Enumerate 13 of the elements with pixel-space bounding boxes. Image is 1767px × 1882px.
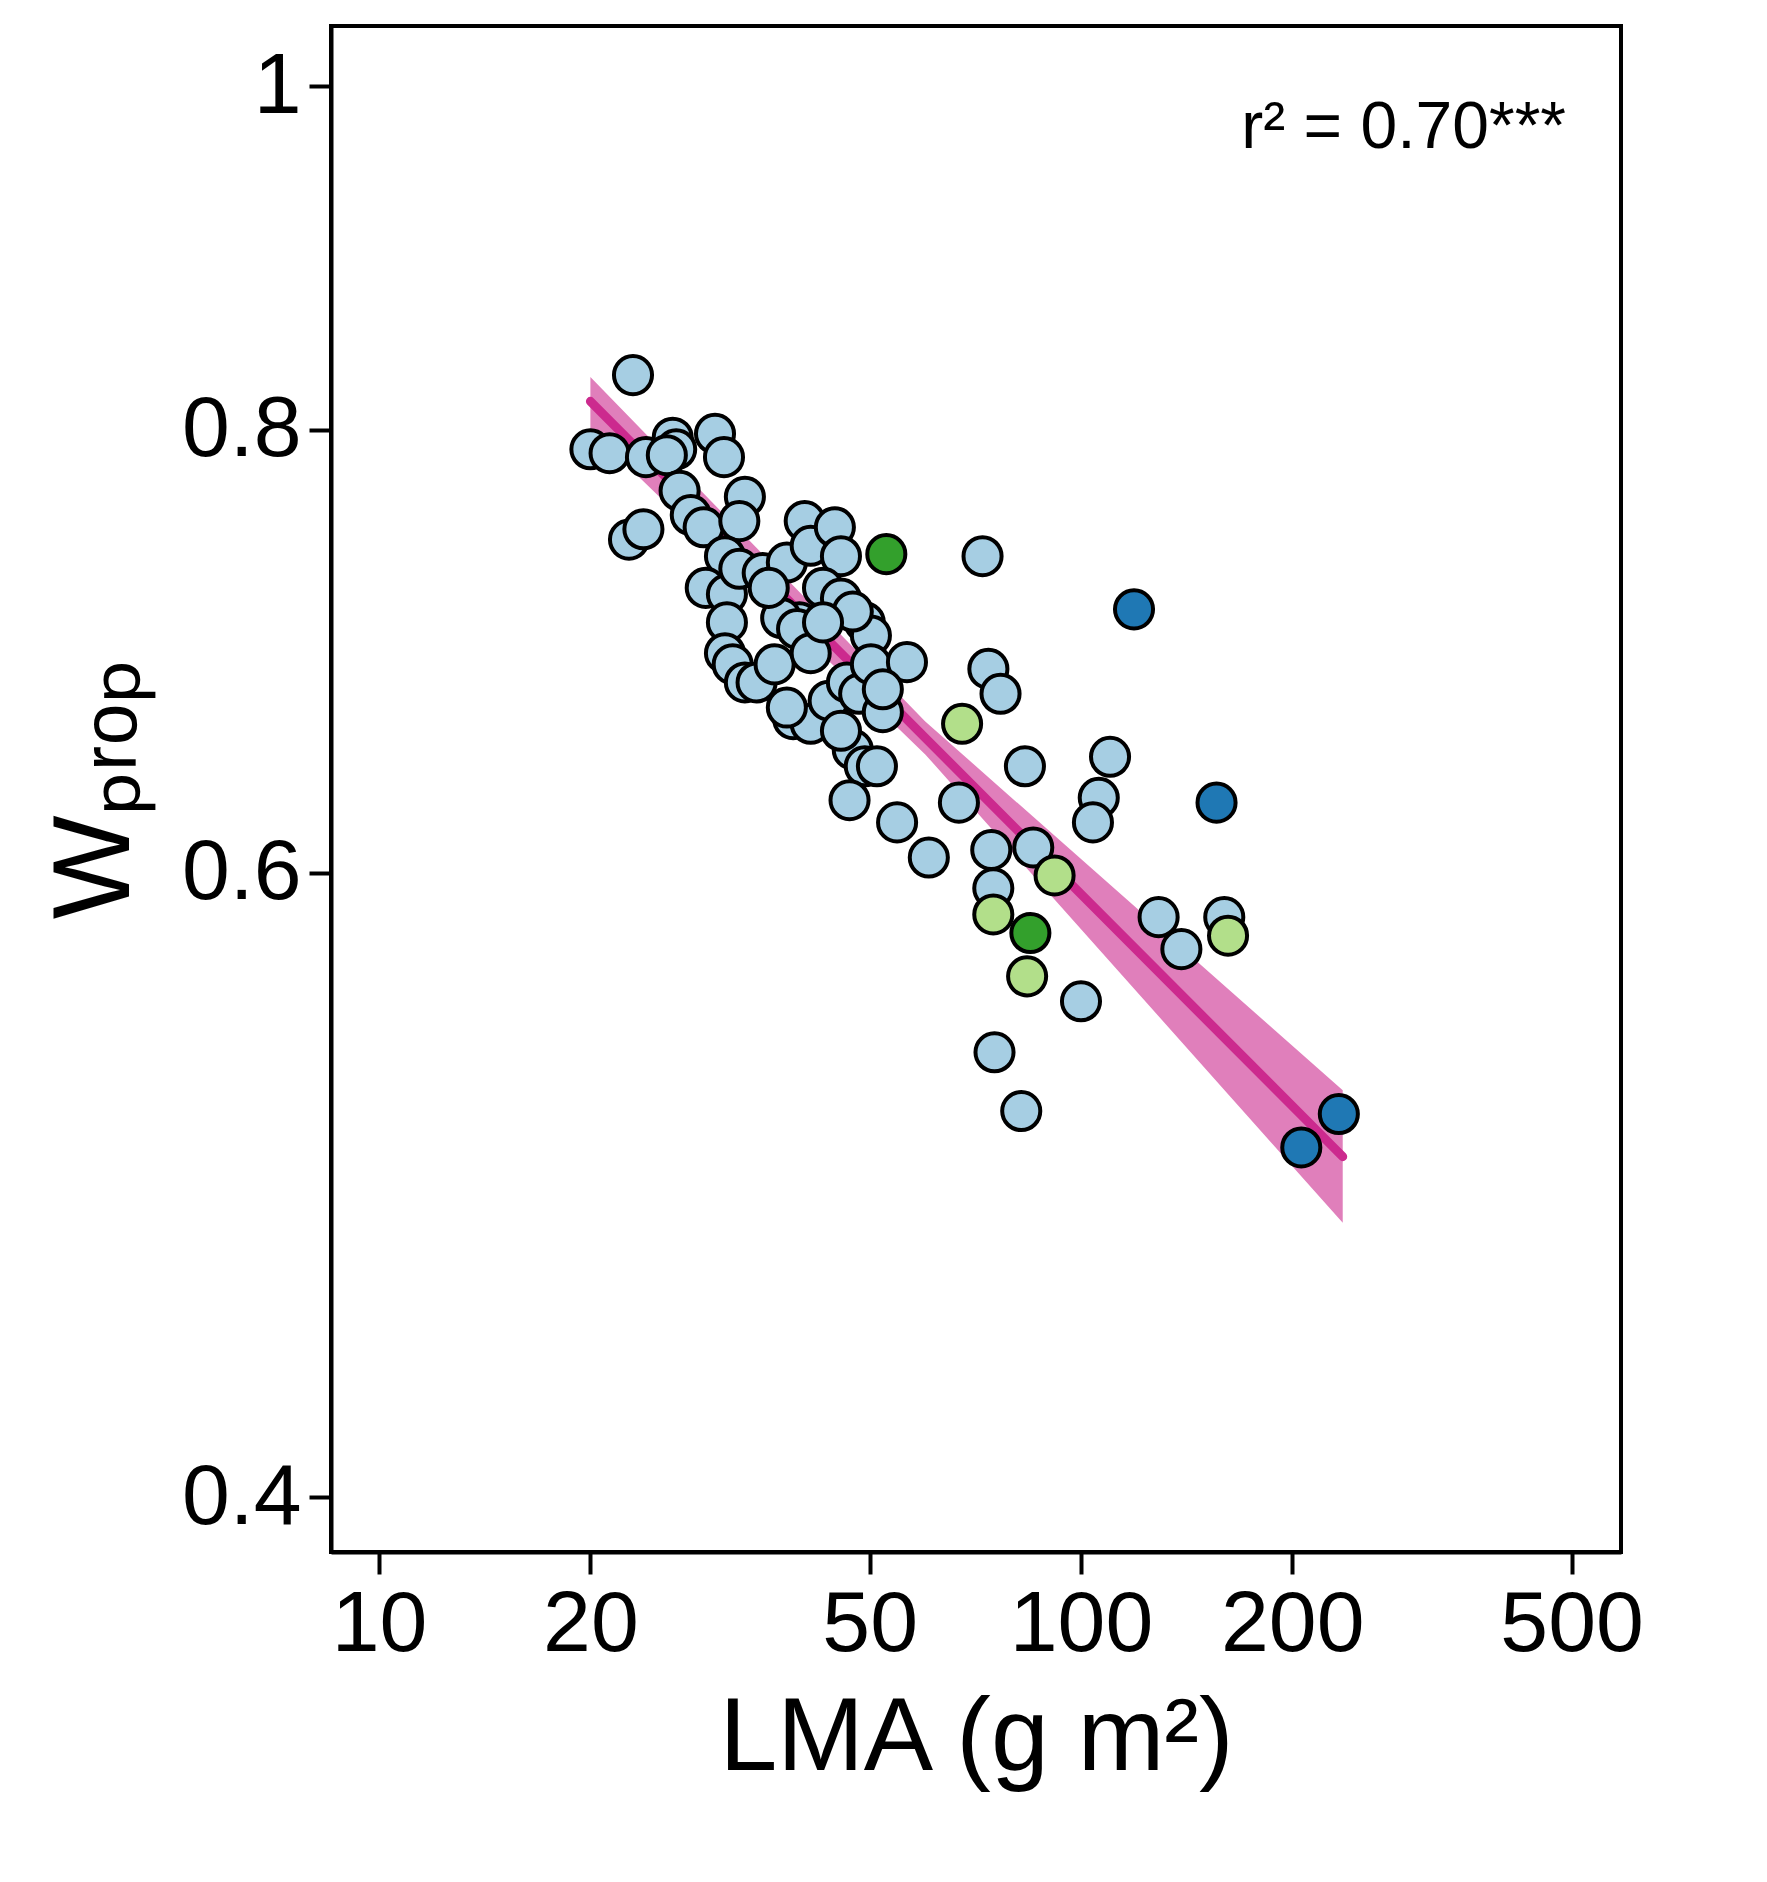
x-tick-label: 10 xyxy=(331,1572,428,1669)
x-tick-label: 50 xyxy=(822,1572,919,1669)
y-axis-title: Wₚᵣₒₚ xyxy=(28,659,156,920)
y-tick-label: 0.8 xyxy=(181,378,302,475)
x-tick-label: 100 xyxy=(1009,1572,1154,1669)
y-tick-label: 0.6 xyxy=(181,821,302,918)
x-tick-label: 20 xyxy=(543,1572,639,1669)
y-tick-label: 1 xyxy=(253,34,302,131)
x-axis-title: LMA (g m²) xyxy=(719,1675,1234,1792)
x-tick-label: 200 xyxy=(1221,1572,1365,1669)
annotation: r² = 0.70*** xyxy=(1241,88,1566,162)
y-tick-label: 0.4 xyxy=(181,1445,302,1542)
x-tick-label: 500 xyxy=(1500,1572,1644,1669)
